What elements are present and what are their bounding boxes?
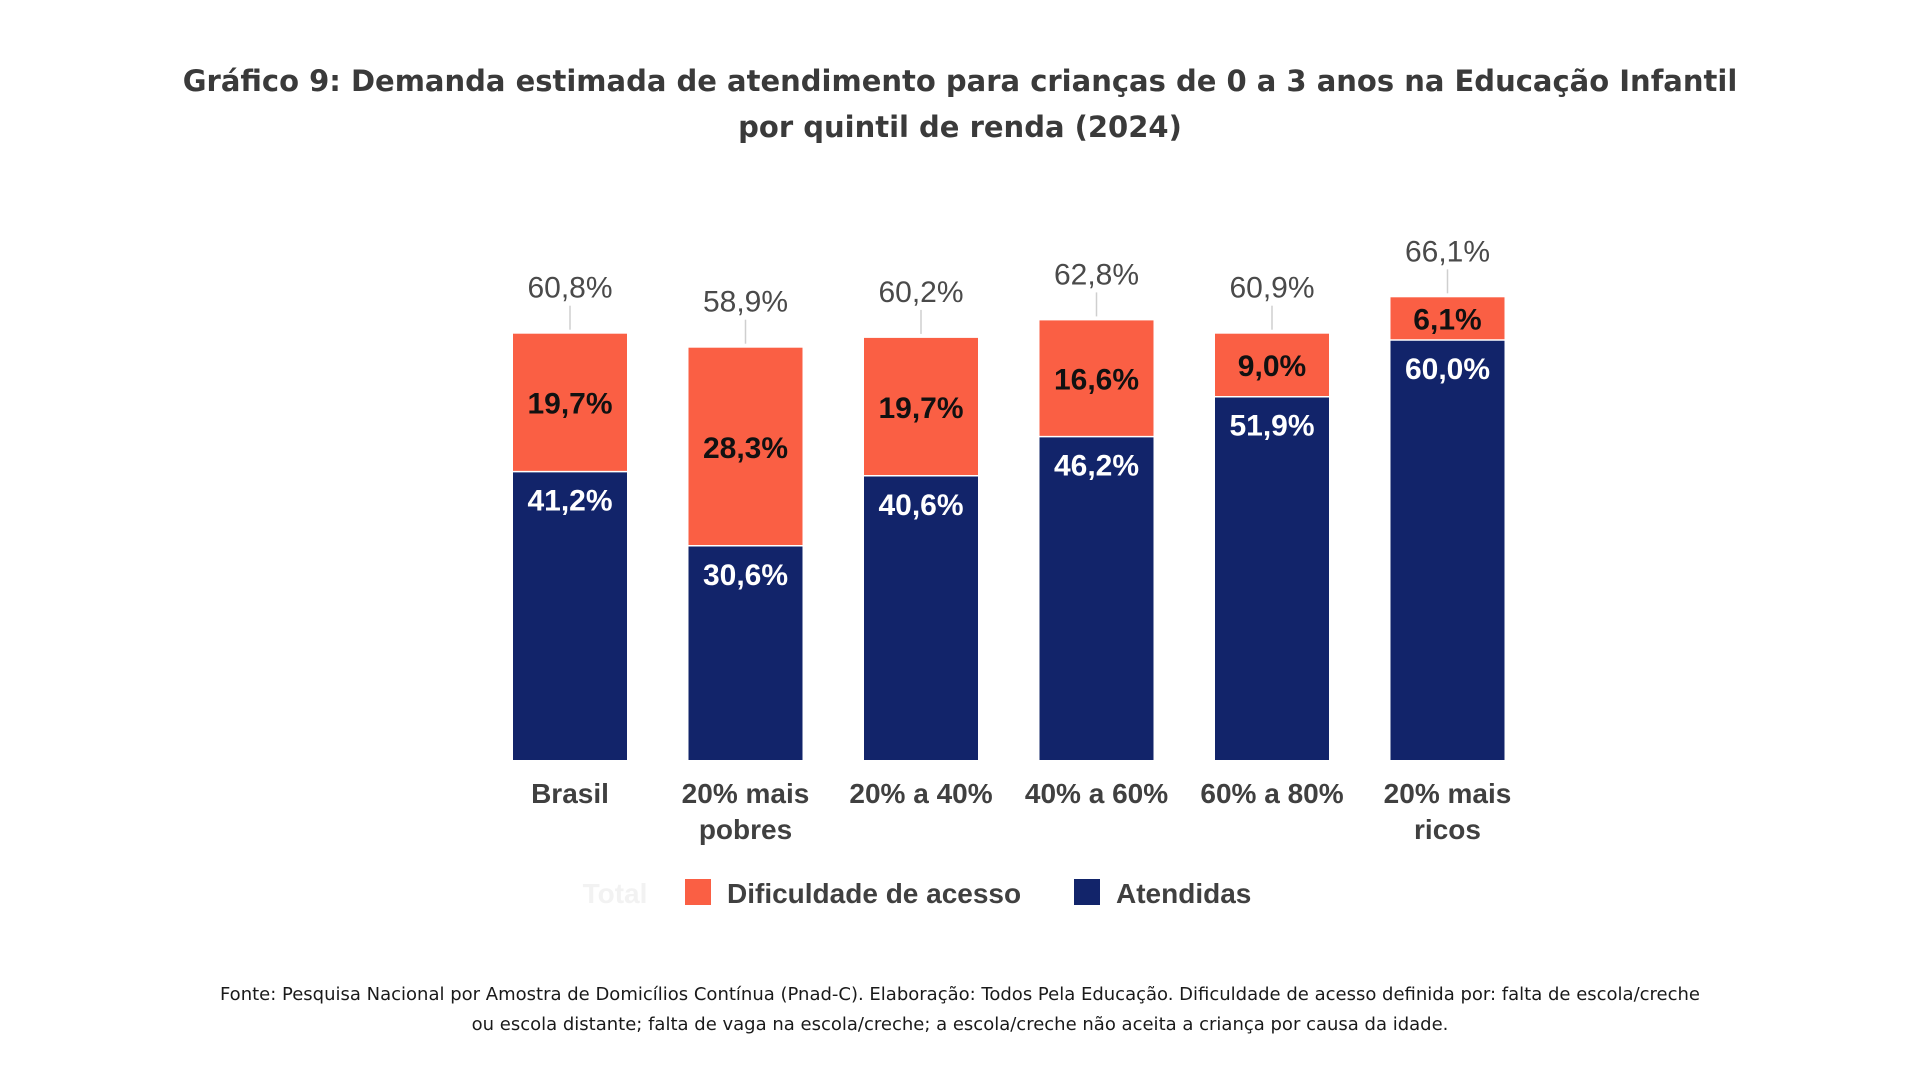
- chart-title-line-1: Gráfico 9: Demanda estimada de atendimen…: [182, 64, 1738, 98]
- label-atendidas-5: 60,0%: [1405, 353, 1490, 386]
- bar-dificuldade-5: [1390, 297, 1505, 340]
- source-note: Fonte: Pesquisa Nacional por Amostra de …: [0, 980, 1920, 1040]
- label-total-3: 62,8%: [1054, 258, 1139, 291]
- category-label-2-0: 20% a 40%: [849, 778, 992, 809]
- legend-atendidas-swatch: [1074, 879, 1100, 905]
- bar-dificuldade-2: [864, 337, 978, 476]
- label-total-4: 60,9%: [1229, 272, 1314, 305]
- label-total-0: 60,8%: [527, 272, 612, 305]
- label-dificuldade-4: 9,0%: [1238, 350, 1306, 383]
- bar-dificuldade-1: [688, 347, 803, 546]
- category-label-4-0: 60% a 80%: [1200, 778, 1343, 809]
- category-label-5-1: ricos: [1414, 814, 1481, 845]
- category-label-1-1: pobres: [699, 814, 792, 845]
- label-atendidas-4: 51,9%: [1229, 410, 1314, 443]
- category-label-1-0: 20% mais: [682, 778, 810, 809]
- bar-dificuldade-4: [1215, 333, 1329, 397]
- bar-atendidas-2: [864, 475, 978, 760]
- legend-dificuldade-swatch: [685, 879, 711, 905]
- label-dificuldade-3: 16,6%: [1054, 364, 1139, 397]
- bar-atendidas-1: [688, 545, 803, 760]
- legend-total-label: Total: [583, 878, 648, 909]
- bar-atendidas-3: [1039, 436, 1154, 760]
- legend-dificuldade-label: Dificuldade de acesso: [727, 878, 1021, 909]
- label-dificuldade-1: 28,3%: [703, 432, 788, 465]
- category-label-3-0: 40% a 60%: [1025, 778, 1168, 809]
- bar-dificuldade-3: [1039, 320, 1154, 437]
- label-dificuldade-0: 19,7%: [527, 388, 612, 421]
- bar-atendidas-4: [1215, 396, 1329, 760]
- source-note-line-2: ou escola distante; falta de vaga na esc…: [471, 1014, 1449, 1035]
- label-total-1: 58,9%: [703, 286, 788, 319]
- label-atendidas-0: 41,2%: [527, 485, 612, 518]
- bar-atendidas-5: [1390, 340, 1505, 760]
- label-dificuldade-2: 19,7%: [878, 392, 963, 425]
- bar-atendidas-0: [513, 471, 627, 760]
- label-total-2: 60,2%: [878, 276, 963, 309]
- label-atendidas-1: 30,6%: [703, 559, 788, 592]
- chart-title: Gráfico 9: Demanda estimada de atendimen…: [0, 58, 1920, 150]
- label-atendidas-2: 40,6%: [878, 489, 963, 522]
- label-dificuldade-5: 6,1%: [1413, 304, 1481, 337]
- source-note-line-1: Fonte: Pesquisa Nacional por Amostra de …: [219, 984, 1701, 1005]
- label-atendidas-3: 46,2%: [1054, 450, 1139, 483]
- bar-dificuldade-0: [513, 333, 627, 472]
- category-label-0-0: Brasil: [531, 778, 609, 809]
- label-total-5: 66,1%: [1405, 235, 1490, 268]
- chart-title-line-2: por quintil de renda (2024): [738, 110, 1182, 144]
- category-label-5-0: 20% mais: [1384, 778, 1512, 809]
- legend-atendidas-label: Atendidas: [1116, 878, 1251, 909]
